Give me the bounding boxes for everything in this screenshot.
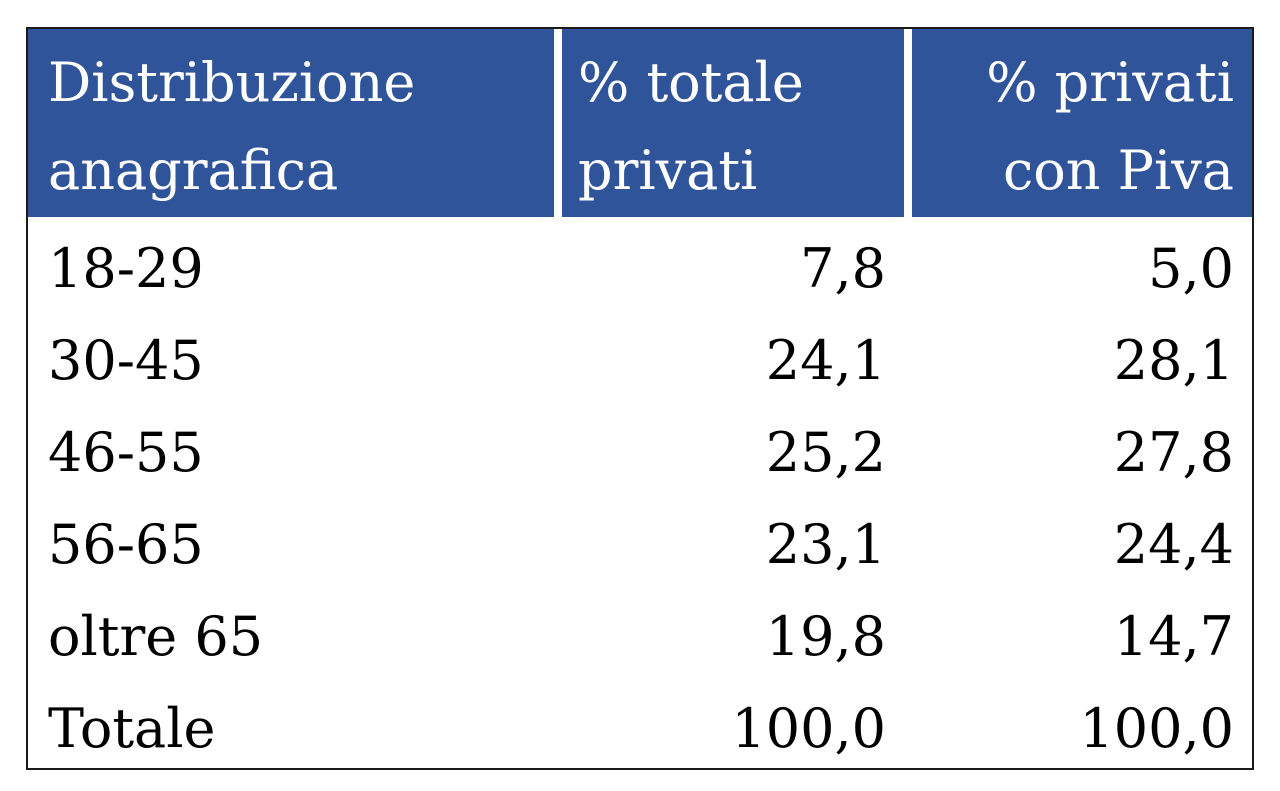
header-line: con Piva [1002, 139, 1234, 202]
header-cell-distribuzione: Distribuzione anagrafica [28, 29, 554, 217]
age-group-cell: 46-55 [48, 421, 204, 484]
header-line: % totale [578, 51, 804, 114]
total-private-cell: 19,8 [765, 605, 886, 668]
table-row-total: Totale 100,0 100,0 [28, 677, 1252, 769]
table-header: Distribuzione anagrafica % totale privat… [28, 29, 1252, 217]
private-vat-cell: 27,8 [1113, 421, 1234, 484]
header-line: % privati [986, 51, 1234, 114]
age-group-cell: 56-65 [48, 513, 204, 576]
header-line: anagrafica [48, 139, 339, 202]
total-private-cell: 23,1 [765, 513, 886, 576]
private-vat-cell: 28,1 [1113, 329, 1234, 392]
header-cell-privati-piva: % privati con Piva [912, 29, 1252, 217]
header-line: Distribuzione [48, 51, 416, 114]
table-body: 18-29 7,8 5,0 30-45 24,1 28,1 46-55 25,2… [28, 217, 1252, 769]
header-line: privati [578, 139, 758, 202]
private-vat-cell: 14,7 [1113, 605, 1234, 668]
table-row: oltre 65 19,8 14,7 [28, 585, 1252, 677]
private-vat-cell: 5,0 [1148, 237, 1234, 300]
age-group-cell: oltre 65 [48, 605, 264, 668]
private-vat-cell: 24,4 [1113, 513, 1234, 576]
table-row: 30-45 24,1 28,1 [28, 309, 1252, 401]
age-group-cell: Totale [48, 697, 216, 760]
table-row: 46-55 25,2 27,8 [28, 401, 1252, 493]
age-group-cell: 18-29 [48, 237, 204, 300]
data-table: Distribuzione anagrafica % totale privat… [26, 27, 1254, 770]
total-private-cell: 24,1 [765, 329, 886, 392]
total-private-cell: 7,8 [800, 237, 886, 300]
table-row: 56-65 23,1 24,4 [28, 493, 1252, 585]
total-private-cell: 100,0 [731, 697, 886, 760]
private-vat-cell: 100,0 [1079, 697, 1234, 760]
total-private-cell: 25,2 [765, 421, 886, 484]
header-cell-totale-privati: % totale privati [562, 29, 904, 217]
table-row: 18-29 7,8 5,0 [28, 217, 1252, 309]
age-group-cell: 30-45 [48, 329, 204, 392]
